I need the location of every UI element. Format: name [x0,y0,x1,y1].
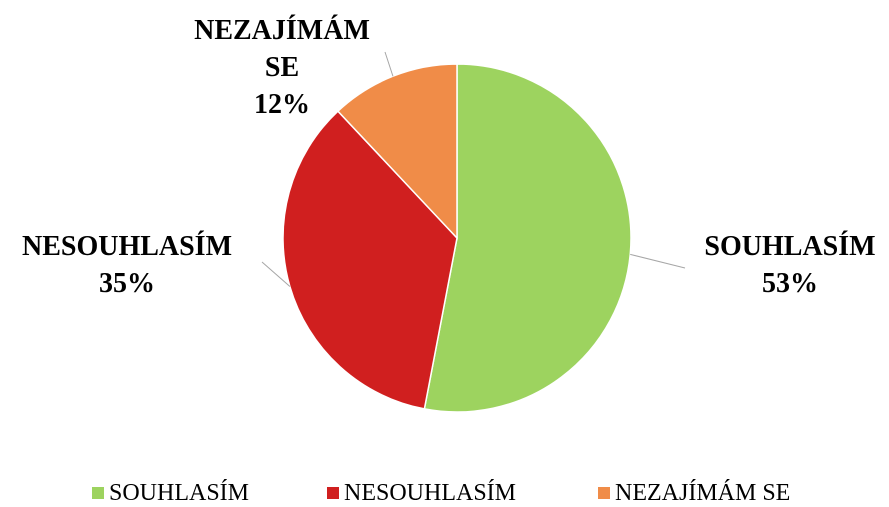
data-label: NESOUHLASÍM 35% [7,228,247,302]
label-value: 35% [99,268,155,299]
legend-label: NESOUHLASÍM [344,479,516,507]
legend-swatch [598,487,610,499]
pie-slice [423,63,632,413]
legend-swatch [92,487,104,499]
label-category: NESOUHLASÍM [21,231,233,262]
legend-label: NEZAJÍMÁM SE [615,479,790,507]
data-label: NEZAJÍMÁM SE 12% [177,12,387,123]
leader-line [384,51,394,77]
label-value: 53% [762,268,818,299]
legend-text: NEZAJÍMÁM SE [615,480,791,506]
legend-text: SOUHLASÍM [109,480,250,506]
legend-text: NESOUHLASÍM [344,480,517,506]
legend-label: SOUHLASÍM [109,479,249,507]
leader-line [261,261,291,287]
legend-swatch [327,487,339,499]
pie-slice [282,110,458,410]
data-label: SOUHLASÍM 53% [680,228,889,302]
label-category: SOUHLASÍM [704,231,876,262]
leader-line [630,253,686,269]
label-category: NEZAJÍMÁM SE [194,15,370,83]
label-value: 12% [254,89,310,120]
